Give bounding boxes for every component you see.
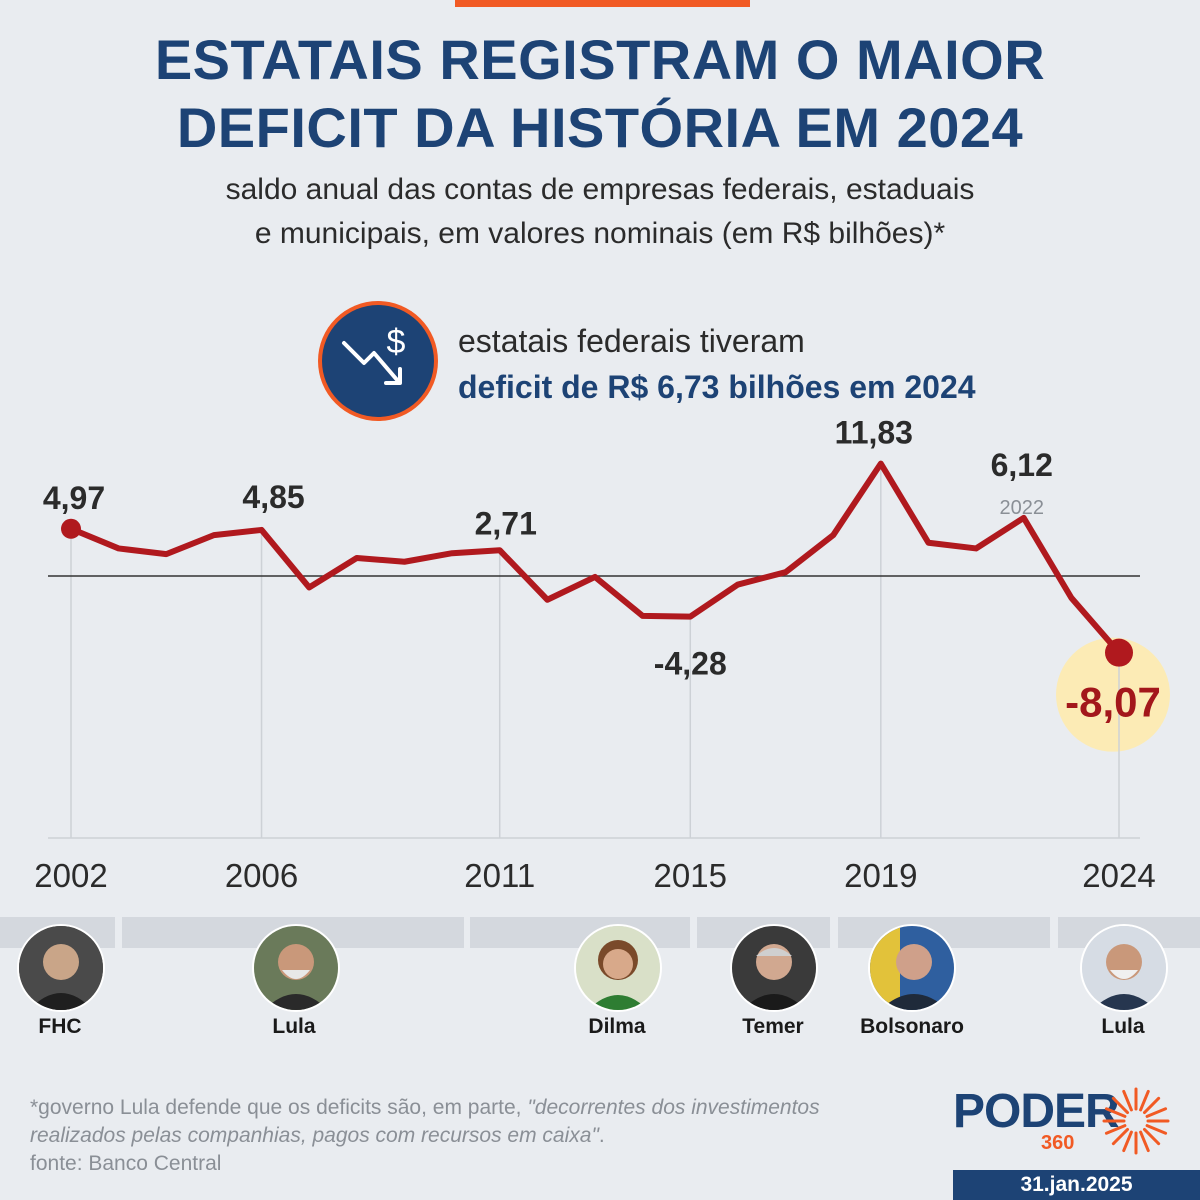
fhc-portrait (17, 924, 105, 1012)
data-label-2011: 2,71 (475, 505, 537, 541)
x-tick-label-2011: 2011 (464, 857, 535, 894)
logo-number: 360 (1041, 1132, 1075, 1154)
title-line-1: ESTATAIS REGISTRAM O MAIOR (154, 28, 1046, 91)
sun-ray (1142, 1096, 1161, 1115)
sun-ray (1111, 1096, 1130, 1115)
sun-ray (1104, 1107, 1127, 1118)
footnote-quote: "decorrentes dos investimentos realizado… (30, 1096, 820, 1147)
footnote-text: *governo Lula defende que os deficits sã… (30, 1096, 820, 1147)
president-name-temer: Temer (742, 1015, 804, 1038)
x-tick-label-2019: 2019 (844, 857, 917, 894)
falling-dollar-icon: $ (318, 301, 438, 421)
president-name-dilma: Dilma (588, 1015, 646, 1038)
sun-ray (1122, 1089, 1133, 1112)
series-line (68, 460, 1122, 656)
logo-word: PODER (953, 1085, 1120, 1138)
sun-ray (1145, 1124, 1168, 1135)
line-chart: 4,97 4,85 2,71 -4,28 11,83 6,12 2022 -8,07 2002 2… (34, 415, 1170, 894)
footnote: *governo Lula defende que os deficits sã… (30, 1094, 910, 1178)
president-name-fhc: FHC (38, 1015, 82, 1038)
chart-subtitle: saldo anual das contas de empresas feder… (0, 168, 1200, 256)
president-name-lula-2: Lula (1101, 1015, 1145, 1038)
subtitle-line-1: saldo anual das contas de empresas feder… (225, 173, 975, 206)
data-label-2019: 11,83 (835, 415, 913, 451)
callout: estatais federais tiveram deficit de R$ … (458, 318, 976, 410)
president-name-bolsonaro: Bolsonaro (860, 1015, 964, 1038)
data-label-2015: -4,28 (654, 646, 727, 682)
x-tick-label-2024: 2024 (1082, 857, 1155, 894)
title-line-2: DEFICIT DA HISTÓRIA EM 2024 (176, 96, 1024, 159)
data-label-2002: 4,97 (43, 480, 105, 516)
sun-icon (1102, 1087, 1170, 1155)
publication-date: 31.jan.2025 (953, 1170, 1200, 1200)
subtitle-line-2: e municipais, em valores nominais (em R$… (254, 217, 946, 250)
sun-ray (1145, 1107, 1168, 1118)
chart-title: ESTATAIS REGISTRAM O MAIOR DEFICIT DA HI… (0, 26, 1200, 162)
sun-ray (1139, 1089, 1150, 1112)
x-tick-label-2015: 2015 (654, 857, 727, 894)
lula-portrait-2 (1080, 924, 1168, 1012)
sun-ray (1139, 1130, 1150, 1153)
data-point-2002 (61, 518, 81, 539)
data-point-2024 (1105, 638, 1133, 667)
temer-portrait (730, 924, 818, 1012)
sun-ray (1122, 1130, 1133, 1153)
x-tick-label-2002: 2002 (34, 857, 107, 894)
callout-line-2: deficit de R$ 6,73 bilhões em 2024 (458, 369, 976, 405)
sun-ray (1111, 1127, 1130, 1146)
bolsonaro-portrait (868, 924, 956, 1012)
data-label-2024: -8,07 (1065, 679, 1161, 726)
data-sublabel-2022: 2022 (999, 497, 1044, 519)
president-name-lula: Lula (272, 1015, 316, 1038)
lula-portrait (252, 924, 340, 1012)
poder360-logo: PODER 360 (953, 1084, 1173, 1164)
svg-text:$: $ (387, 323, 406, 361)
x-tick-label-2006: 2006 (225, 857, 298, 894)
sun-ray (1104, 1124, 1127, 1135)
data-label-2022: 6,12 (991, 447, 1053, 483)
data-label-2006: 4,85 (242, 479, 304, 515)
source-text: fonte: Banco Central (30, 1152, 222, 1175)
top-accent-bar (455, 0, 750, 7)
highlight-circle (1056, 637, 1170, 752)
sun-ray (1142, 1127, 1161, 1146)
dilma-portrait (574, 924, 662, 1012)
callout-line-1: estatais federais tiveram (458, 323, 805, 359)
